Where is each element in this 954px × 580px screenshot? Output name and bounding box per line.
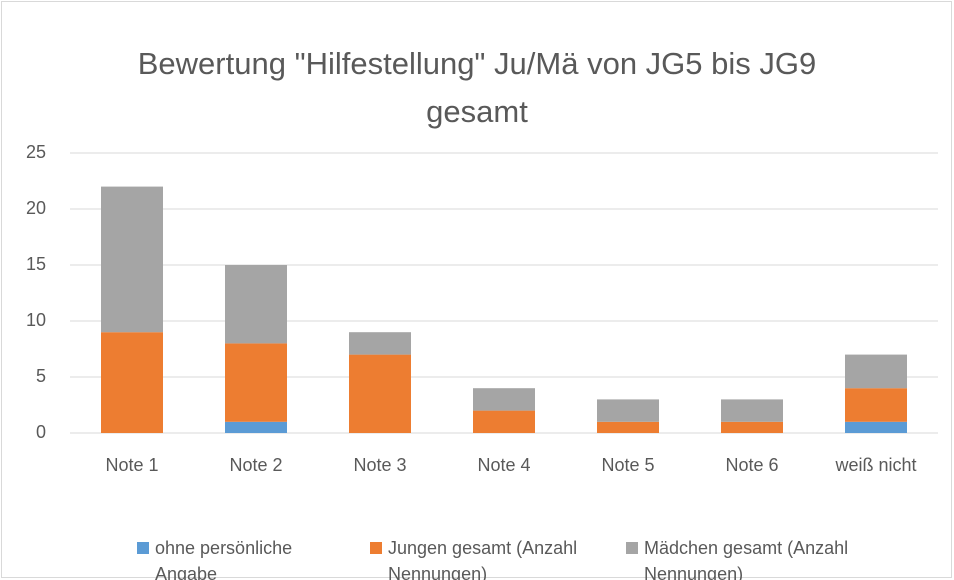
bar-segment bbox=[473, 410, 535, 433]
bar-segment bbox=[225, 265, 287, 344]
x-tick-label: weiß nicht bbox=[834, 455, 916, 475]
x-tick-label: Note 5 bbox=[601, 455, 654, 475]
y-tick-label: 25 bbox=[26, 142, 46, 162]
y-tick-label: 5 bbox=[36, 366, 46, 386]
x-tick-label: Note 2 bbox=[229, 455, 282, 475]
chart-title: Bewertung "Hilfestellung" Ju/Mä von JG5 … bbox=[137, 46, 817, 129]
legend-swatch bbox=[626, 542, 638, 554]
bar-segment bbox=[349, 354, 411, 433]
bar-segment bbox=[597, 421, 659, 433]
y-tick-label: 20 bbox=[26, 198, 46, 218]
bar-segment bbox=[473, 388, 535, 411]
bar-segment bbox=[845, 421, 907, 433]
bar-segment bbox=[349, 332, 411, 355]
y-tick-label: 15 bbox=[26, 254, 46, 274]
bar-segment bbox=[225, 421, 287, 433]
bar-segment bbox=[101, 332, 163, 433]
bar-segment bbox=[225, 343, 287, 422]
legend-swatch bbox=[137, 542, 149, 554]
x-tick-label: Note 1 bbox=[105, 455, 158, 475]
legend-label: Jungen gesamt (Anzahl Nennungen) bbox=[388, 538, 578, 580]
bar-segment bbox=[101, 186, 163, 333]
bar-segment bbox=[721, 399, 783, 422]
x-tick-label: Note 4 bbox=[477, 455, 530, 475]
legend-label: ohne persönliche Angabe bbox=[155, 538, 293, 580]
y-tick-label: 0 bbox=[36, 422, 46, 442]
bar-segment bbox=[597, 399, 659, 422]
legend-swatch bbox=[370, 542, 382, 554]
x-tick-label: Note 6 bbox=[725, 455, 778, 475]
bar-segment bbox=[721, 421, 783, 433]
legend-label: Mädchen gesamt (Anzahl Nennungen) bbox=[644, 538, 849, 580]
y-tick-label: 10 bbox=[26, 310, 46, 330]
bar-segment bbox=[845, 354, 907, 389]
bar-segment bbox=[845, 388, 907, 422]
x-tick-label: Note 3 bbox=[353, 455, 406, 475]
